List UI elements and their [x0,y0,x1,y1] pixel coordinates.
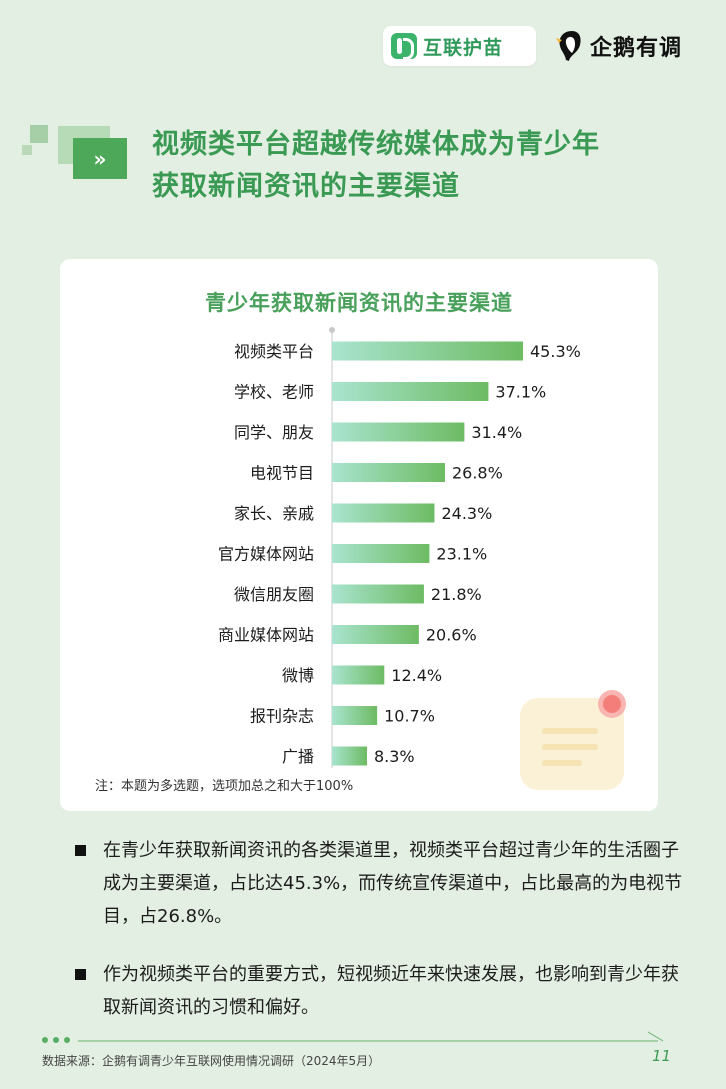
value-label: 10.7% [384,707,435,726]
category-label: 报刊杂志 [250,707,314,726]
bullet-text: 在青少年获取新闻资讯的各类渠道里，视频类平台超过青少年的生活圈子成为主要渠道，占… [103,840,683,927]
category-label: 家长、亲戚 [234,504,314,523]
category-label: 商业媒体网站 [218,626,314,645]
category-label: 官方媒体网站 [218,545,314,564]
page-number: 11 [652,1047,672,1065]
page-title-line: 获取新闻资讯的主要渠道 [152,171,460,202]
bar [332,706,378,725]
bullet-square-icon [75,845,86,856]
category-label: 同学、朋友 [234,423,314,442]
logo-left-text: 互联护苗 [423,36,504,59]
bar [332,746,367,766]
category-label: 微信朋友圈 [234,585,314,604]
footer-divider [78,1031,664,1042]
value-label: 37.1% [495,383,546,402]
title-decoration-square [30,125,48,143]
value-label: 20.6% [426,626,477,645]
bar [332,625,419,644]
value-label: 21.8% [431,585,482,604]
huliahumiao-logo: 互联护苗 [383,26,536,66]
bullet-point: 在青少年获取新闻资讯的各类渠道里，视频类平台超过青少年的生活圈子成为主要渠道，占… [75,834,685,933]
page-title-line: 视频类平台超越传统媒体成为青少年 [152,129,600,160]
notepad-decoration-icon [520,690,626,790]
category-label: 视频类平台 [234,342,314,361]
chart-title: 青少年获取新闻资讯的主要渠道 [205,291,513,315]
value-label: 45.3% [530,342,581,361]
bar [332,665,385,685]
bar [332,584,424,604]
title-decoration-square [22,145,32,155]
chart-card: 青少年获取新闻资讯的主要渠道 视频类平台 45.3% 学校、老师 37.1% 同学、朋友… [60,259,658,811]
value-label: 8.3% [374,747,415,766]
bar [332,463,445,482]
page-title: 视频类平台超越传统媒体成为青少年 获取新闻资讯的主要渠道 [152,124,692,208]
value-label: 12.4% [391,666,442,685]
category-label: 学校、老师 [234,383,314,402]
category-label: 广播 [282,747,314,766]
category-label: 电视节目 [250,464,314,483]
bar [332,341,523,361]
value-label: 31.4% [471,423,522,442]
double-chevron-icon: » [73,138,127,179]
value-label: 26.8% [452,464,503,483]
bullet-point: 作为视频类平台的重要方式，短视频近年来快速发展，也影响到青少年获取新闻资讯的习惯… [75,958,685,1024]
bar [332,382,489,401]
bullet-text: 作为视频类平台的重要方式，短视频近年来快速发展，也影响到青少年获取新闻资讯的习惯… [103,964,679,1018]
footer-dots [42,1037,70,1043]
penguin-logo-icon [556,31,581,61]
chart-note: 注：本题为多选题，选项加总之和大于100% [95,779,354,794]
bar [332,503,435,523]
bar-chart: 视频类平台 45.3% 学校、老师 37.1% 同学、朋友 31.4% 电视节目 26.8% 家… [218,327,581,768]
bullet-square-icon [75,969,86,980]
value-label: 24.3% [441,504,492,523]
bar [332,422,465,442]
qiepeng-logo: 企鹅有调 [552,26,682,66]
leaf-logo-icon [391,33,417,60]
bar [332,544,430,563]
value-label: 23.1% [436,545,487,564]
y-axis-dot [329,327,335,333]
logo-right-text: 企鹅有调 [590,36,683,61]
category-label: 微博 [282,666,314,685]
data-source: 数据来源：企鹅有调青少年互联网使用情况调研（2024年5月） [42,1054,381,1068]
